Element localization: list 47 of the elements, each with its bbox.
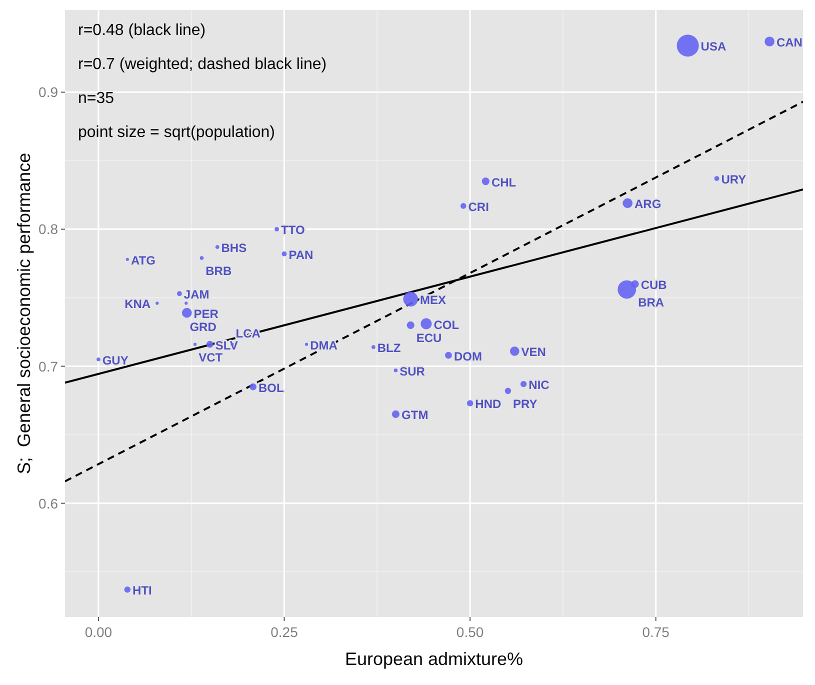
annotation: MEX <box>420 293 446 308</box>
annotation: ECU <box>416 331 442 346</box>
x-tick-label: 0.50 <box>456 624 484 640</box>
annotation: CAN <box>776 36 802 50</box>
y-tick-label: 0.7 <box>38 358 58 374</box>
annotation: point size = sqrt(population) <box>78 124 275 141</box>
annotation: BRB <box>206 264 232 278</box>
annotation: BRA <box>638 296 664 310</box>
annotation: KNA <box>124 297 151 312</box>
annotation: SLV <box>215 338 238 352</box>
annotation: SUR <box>400 364 426 378</box>
annotation: BHS <box>221 241 247 256</box>
x-tick-label: 0.25 <box>270 624 298 640</box>
annotation: HTI <box>132 584 152 598</box>
annotation: GRD <box>190 320 217 334</box>
annotation: r=0.7 (weighted; dashed black line) <box>78 56 327 73</box>
annotation: BLZ <box>377 341 401 356</box>
x-axis-title: European admixture% <box>344 649 524 669</box>
annotation: GUY <box>102 353 128 368</box>
annotation: JAM <box>184 288 210 302</box>
y-tick-label: 0.9 <box>38 84 58 100</box>
annotation: r=0.48 (black line) <box>78 22 206 39</box>
annotation: CRI <box>468 200 489 214</box>
annotation: PAN <box>288 248 314 262</box>
annotation: USA <box>700 40 726 54</box>
annotation: BOL <box>258 380 284 395</box>
annotation: NIC <box>528 378 550 392</box>
y-tick-label: 0.6 <box>38 495 58 512</box>
annotation: DOM <box>454 349 482 364</box>
annotation: VEN <box>521 345 546 360</box>
annotation: PRY <box>513 396 538 411</box>
annotation: ATG <box>130 253 156 268</box>
annotation: COL <box>434 318 460 332</box>
annotation: ARG <box>634 197 662 212</box>
annotation: GTM <box>402 408 428 422</box>
y-tick-label: 0.8 <box>38 221 58 238</box>
annotation: URY <box>721 172 746 187</box>
annotation: HND <box>475 397 502 412</box>
x-tick-label: 0.00 <box>84 624 112 640</box>
x-tick-label: 0.75 <box>642 624 670 640</box>
annotation: PER <box>194 306 219 321</box>
annotation: TTO <box>281 223 305 238</box>
annotation: CHL <box>491 175 516 190</box>
annotation: n=35 <box>78 90 114 107</box>
y-axis-title: S; General socioeconomic performance <box>14 152 34 474</box>
annotation: CUB <box>640 278 668 292</box>
annotation: VCT <box>198 350 224 364</box>
